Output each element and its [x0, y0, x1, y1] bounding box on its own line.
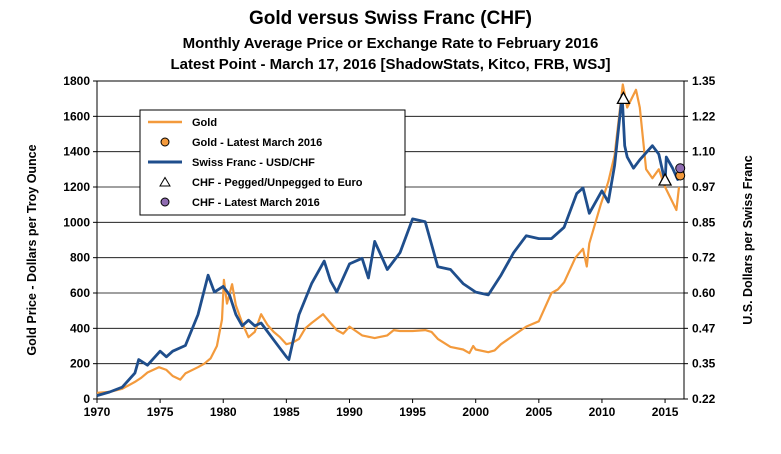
- legend-label: CHF - Latest March 2016: [192, 197, 320, 209]
- legend-label: Swiss Franc - USD/CHF: [192, 157, 315, 169]
- y-left-tick-label: 1200: [63, 180, 90, 194]
- y-left-tick-label: 1600: [63, 109, 90, 123]
- y-left-tick-label: 1800: [63, 74, 90, 88]
- y-left-tick-label: 200: [70, 357, 90, 371]
- x-tick-label: 1995: [399, 405, 426, 419]
- gold-series-line: [96, 83, 681, 394]
- y-right-tick-label: 1.35: [692, 74, 716, 88]
- x-tick-label: 2000: [462, 405, 489, 419]
- legend-triangle-swatch: [159, 176, 171, 187]
- chart-title: Gold versus Swiss Franc (CHF): [249, 8, 532, 29]
- legend-label: CHF - Pegged/Unpegged to Euro: [192, 177, 363, 189]
- chart-subtitle: Monthly Average Price or Exchange Rate t…: [182, 35, 599, 52]
- x-tick-label: 2005: [525, 405, 552, 419]
- y-axis-left-label: Gold Price - Dollars per Troy Ounce: [25, 144, 39, 355]
- y-right-tick-label: 0.47: [692, 321, 716, 335]
- x-tick-label: 1980: [210, 405, 237, 419]
- y-right-tick-label: 0.35: [692, 357, 716, 371]
- x-tick-label: 1975: [147, 405, 174, 419]
- y-left-tick-label: 1400: [63, 145, 90, 159]
- x-tick-label: 1970: [84, 405, 111, 419]
- chf-peg-marker: [616, 91, 631, 105]
- legend-box: [139, 109, 406, 216]
- y-left-tick-label: 0: [83, 392, 90, 406]
- y-right-tick-label: 0.72: [692, 251, 716, 265]
- x-tick-label: 1985: [273, 405, 300, 419]
- x-tick-label: 2015: [652, 405, 679, 419]
- x-tick-label: 2010: [589, 405, 616, 419]
- y-left-tick-label: 400: [70, 321, 90, 335]
- legend-circle-swatch: [160, 137, 170, 147]
- x-tick-label: 1990: [336, 405, 363, 419]
- y-left-tick-label: 1000: [63, 215, 90, 229]
- y-left-tick-label: 800: [70, 251, 90, 265]
- y-right-tick-label: 0.97: [692, 180, 716, 194]
- legend-circle-swatch: [160, 197, 170, 207]
- y-right-tick-label: 0.22: [692, 392, 716, 406]
- y-right-tick-label: 1.22: [692, 109, 716, 123]
- chart-subtitle-2: Latest Point - March 17, 2016 [ShadowSta…: [170, 56, 611, 73]
- chf-peg-marker: [657, 172, 673, 186]
- y-right-tick-label: 0.85: [692, 215, 716, 229]
- legend-label: Gold: [192, 117, 217, 129]
- y-axis-right-label: U.S. Dollars per Swiss Franc: [741, 155, 755, 325]
- y-right-tick-label: 1.10: [692, 145, 716, 159]
- legend-label: Gold - Latest March 2016: [192, 137, 322, 149]
- y-right-tick-label: 0.60: [692, 286, 716, 300]
- chf-latest-marker: [675, 163, 686, 174]
- y-left-tick-label: 600: [70, 286, 90, 300]
